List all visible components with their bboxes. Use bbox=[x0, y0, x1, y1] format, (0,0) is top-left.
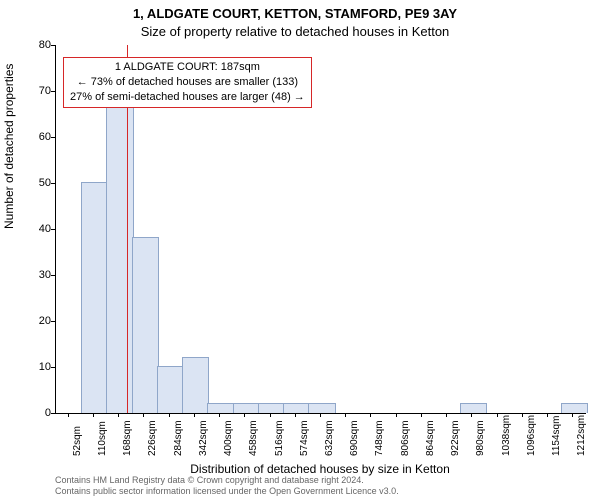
ytick-label: 80 bbox=[21, 39, 51, 51]
ytick-label: 20 bbox=[21, 315, 51, 327]
ytick-mark bbox=[51, 45, 55, 46]
chart-container: 1, ALDGATE COURT, KETTON, STAMFORD, PE9 … bbox=[0, 0, 600, 500]
xtick-label: 52sqm bbox=[72, 426, 83, 456]
credits: Contains HM Land Registry data © Crown c… bbox=[55, 475, 399, 497]
xtick-mark bbox=[446, 413, 447, 417]
xtick-mark bbox=[93, 413, 94, 417]
annotation-line1: 1 ALDGATE COURT: 187sqm bbox=[70, 60, 305, 75]
ytick-mark bbox=[51, 413, 55, 414]
xtick-label: 806sqm bbox=[400, 420, 411, 456]
xtick-mark bbox=[345, 413, 346, 417]
xtick-mark bbox=[244, 413, 245, 417]
ytick-label: 70 bbox=[21, 85, 51, 97]
xtick-mark bbox=[396, 413, 397, 417]
histogram-bar bbox=[207, 403, 234, 413]
xtick-label: 110sqm bbox=[97, 421, 108, 456]
y-axis-label: Number of detached properties bbox=[2, 64, 16, 229]
xtick-mark bbox=[421, 413, 422, 417]
histogram-bar bbox=[561, 403, 588, 413]
histogram-bar bbox=[182, 357, 209, 413]
xtick-mark bbox=[370, 413, 371, 417]
xtick-mark bbox=[295, 413, 296, 417]
ytick-mark bbox=[51, 321, 55, 322]
histogram-bar bbox=[106, 99, 133, 413]
histogram-bar bbox=[308, 403, 335, 413]
histogram-bar bbox=[233, 403, 260, 413]
xtick-mark bbox=[471, 413, 472, 417]
ytick-label: 60 bbox=[21, 131, 51, 143]
x-axis-label: Distribution of detached houses by size … bbox=[55, 462, 585, 476]
ytick-label: 30 bbox=[21, 269, 51, 281]
xtick-label: 400sqm bbox=[223, 420, 234, 456]
xtick-label: 458sqm bbox=[248, 420, 259, 456]
xtick-mark bbox=[320, 413, 321, 417]
xtick-mark bbox=[270, 413, 271, 417]
xtick-mark bbox=[547, 413, 548, 417]
xtick-mark bbox=[497, 413, 498, 417]
ytick-mark bbox=[51, 91, 55, 92]
chart-title-line1: 1, ALDGATE COURT, KETTON, STAMFORD, PE9 … bbox=[0, 6, 590, 21]
xtick-mark bbox=[219, 413, 220, 417]
xtick-label: 922sqm bbox=[450, 420, 461, 456]
xtick-label: 748sqm bbox=[374, 420, 385, 456]
histogram-bar bbox=[460, 403, 487, 413]
xtick-label: 980sqm bbox=[475, 420, 486, 456]
chart-title-line2: Size of property relative to detached ho… bbox=[0, 24, 590, 39]
xtick-label: 690sqm bbox=[349, 420, 360, 456]
xtick-label: 1038sqm bbox=[501, 415, 512, 456]
histogram-bar bbox=[157, 366, 184, 413]
ytick-label: 10 bbox=[21, 361, 51, 373]
ytick-label: 0 bbox=[21, 407, 51, 419]
ytick-mark bbox=[51, 137, 55, 138]
xtick-mark bbox=[118, 413, 119, 417]
xtick-label: 516sqm bbox=[274, 420, 285, 456]
histogram-bar bbox=[283, 403, 310, 413]
xtick-mark bbox=[68, 413, 69, 417]
xtick-mark bbox=[143, 413, 144, 417]
xtick-label: 226sqm bbox=[147, 420, 158, 456]
histogram-bar bbox=[258, 403, 285, 413]
xtick-label: 284sqm bbox=[173, 420, 184, 456]
xtick-label: 1154sqm bbox=[551, 416, 562, 456]
xtick-label: 632sqm bbox=[324, 420, 335, 456]
annotation-box: 1 ALDGATE COURT: 187sqm ← 73% of detache… bbox=[63, 57, 312, 108]
xtick-label: 168sqm bbox=[122, 420, 133, 456]
ytick-mark bbox=[51, 367, 55, 368]
credit-line1: Contains HM Land Registry data © Crown c… bbox=[55, 475, 399, 486]
xtick-label: 574sqm bbox=[299, 420, 310, 456]
ytick-mark bbox=[51, 229, 55, 230]
ytick-mark bbox=[51, 183, 55, 184]
annotation-line3: 27% of semi-detached houses are larger (… bbox=[70, 90, 305, 105]
xtick-label: 342sqm bbox=[198, 420, 209, 456]
xtick-mark bbox=[169, 413, 170, 417]
xtick-label: 1096sqm bbox=[526, 415, 537, 456]
credit-line2: Contains public sector information licen… bbox=[55, 486, 399, 497]
xtick-mark bbox=[194, 413, 195, 417]
histogram-bar bbox=[132, 237, 159, 413]
ytick-mark bbox=[51, 275, 55, 276]
annotation-line2: ← 73% of detached houses are smaller (13… bbox=[70, 75, 305, 90]
histogram-bar bbox=[81, 182, 108, 413]
xtick-mark bbox=[522, 413, 523, 417]
xtick-label: 1212sqm bbox=[576, 415, 587, 456]
ytick-label: 40 bbox=[21, 223, 51, 235]
ytick-label: 50 bbox=[21, 177, 51, 189]
xtick-label: 864sqm bbox=[425, 420, 436, 456]
xtick-mark bbox=[572, 413, 573, 417]
